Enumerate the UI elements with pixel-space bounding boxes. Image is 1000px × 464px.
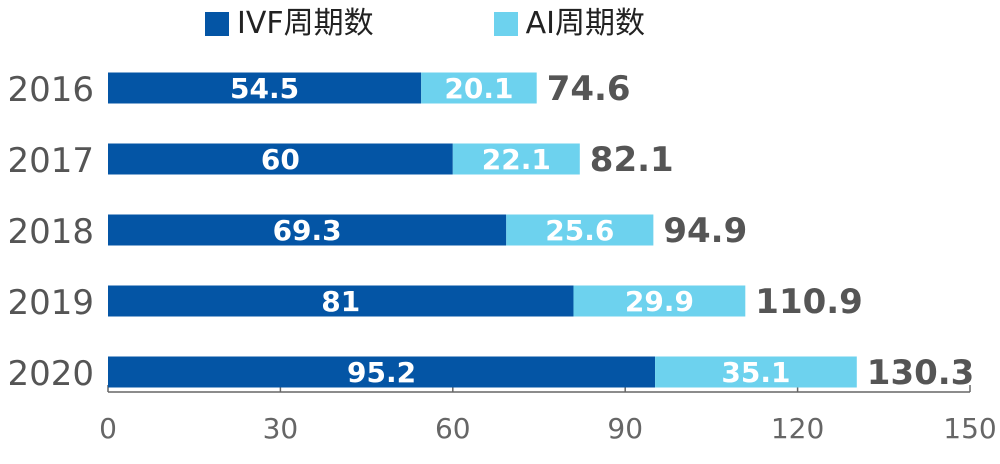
bar-segment-ivf [108,72,422,104]
segment-label-ai: 22.1 [482,143,551,176]
category-label: 2020 [7,354,94,394]
total-label: 94.9 [663,211,747,251]
x-tick-label: 0 [99,412,117,445]
bar-segment-ai [506,214,654,246]
segment-label-ivf: 95.2 [347,356,416,389]
legend: IVF周期数 AI周期数 [205,6,645,42]
legend-label-ivf: IVF周期数 [237,6,374,41]
segment-label-ivf: 69.3 [273,214,342,247]
bar-segment-ai [452,143,580,175]
bar-segment-ivf [108,143,453,175]
segment-label-ai: 25.6 [545,214,614,247]
category-label: 2016 [7,70,94,110]
bar-segment-ivf [108,214,507,246]
bar-segment-ai [421,72,537,104]
bar-segment-ivf [108,356,656,388]
category-label: 2019 [7,283,94,323]
x-tick-label: 120 [771,412,824,445]
legend-swatch-ivf [205,12,229,36]
category-label: 2017 [7,141,94,181]
total-label: 82.1 [590,140,674,180]
segment-label-ivf: 54.5 [230,72,299,105]
legend-swatch-ai [493,12,518,36]
total-label: 110.9 [755,282,863,322]
legend-item-ai: AI周期数 [493,6,646,42]
bar-segment-ai [655,356,857,388]
total-label: 130.3 [867,353,975,393]
x-tick-label: 90 [607,412,643,445]
segment-label-ai: 35.1 [721,356,790,389]
segment-label-ivf: 81 [321,285,360,318]
x-tick-label: 60 [435,412,471,445]
segment-label-ivf: 60 [261,143,300,176]
category-label: 2018 [7,212,94,252]
legend-item-ivf: IVF周期数 [205,6,374,42]
x-tick-label: 30 [263,412,299,445]
x-tick-label: 150 [943,412,996,445]
bar-segment-ivf [108,285,574,317]
segment-label-ai: 29.9 [625,285,694,318]
total-label: 74.6 [547,69,631,109]
bar-segment-ai [573,285,746,317]
segment-label-ai: 20.1 [444,72,513,105]
legend-label-ai: AI周期数 [525,6,646,41]
